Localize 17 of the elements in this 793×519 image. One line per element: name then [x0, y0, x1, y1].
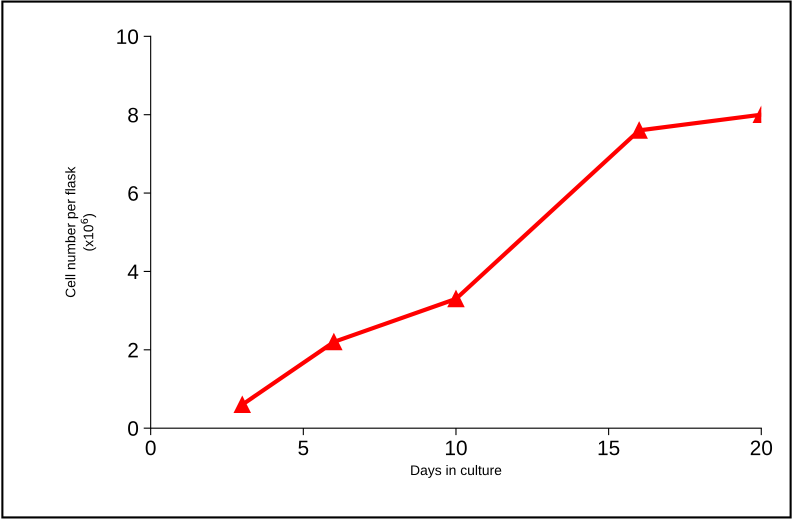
y-tick-label: 0: [128, 421, 138, 436]
y-tick-label: 10: [117, 29, 138, 44]
x-tick-label: 15: [598, 440, 620, 456]
x-tick-label: 20: [750, 440, 772, 456]
x-tick-label: 10: [446, 440, 467, 456]
y-tick-label: 8: [128, 108, 138, 122]
y-tick-label: 4: [128, 264, 138, 279]
y-tick-label: 2: [128, 342, 138, 358]
point: [448, 290, 464, 308]
x-tick-label: 5: [298, 440, 308, 456]
y-axis-title: Cell number per flask (x10$^{6}$): [65, 166, 96, 298]
y-tick-label: 6: [128, 186, 138, 201]
point: [630, 122, 648, 139]
x-tick-label: 0: [146, 440, 156, 456]
point: [234, 396, 251, 413]
x-axis-title: Days in culture: [411, 464, 502, 478]
point: [326, 334, 342, 350]
